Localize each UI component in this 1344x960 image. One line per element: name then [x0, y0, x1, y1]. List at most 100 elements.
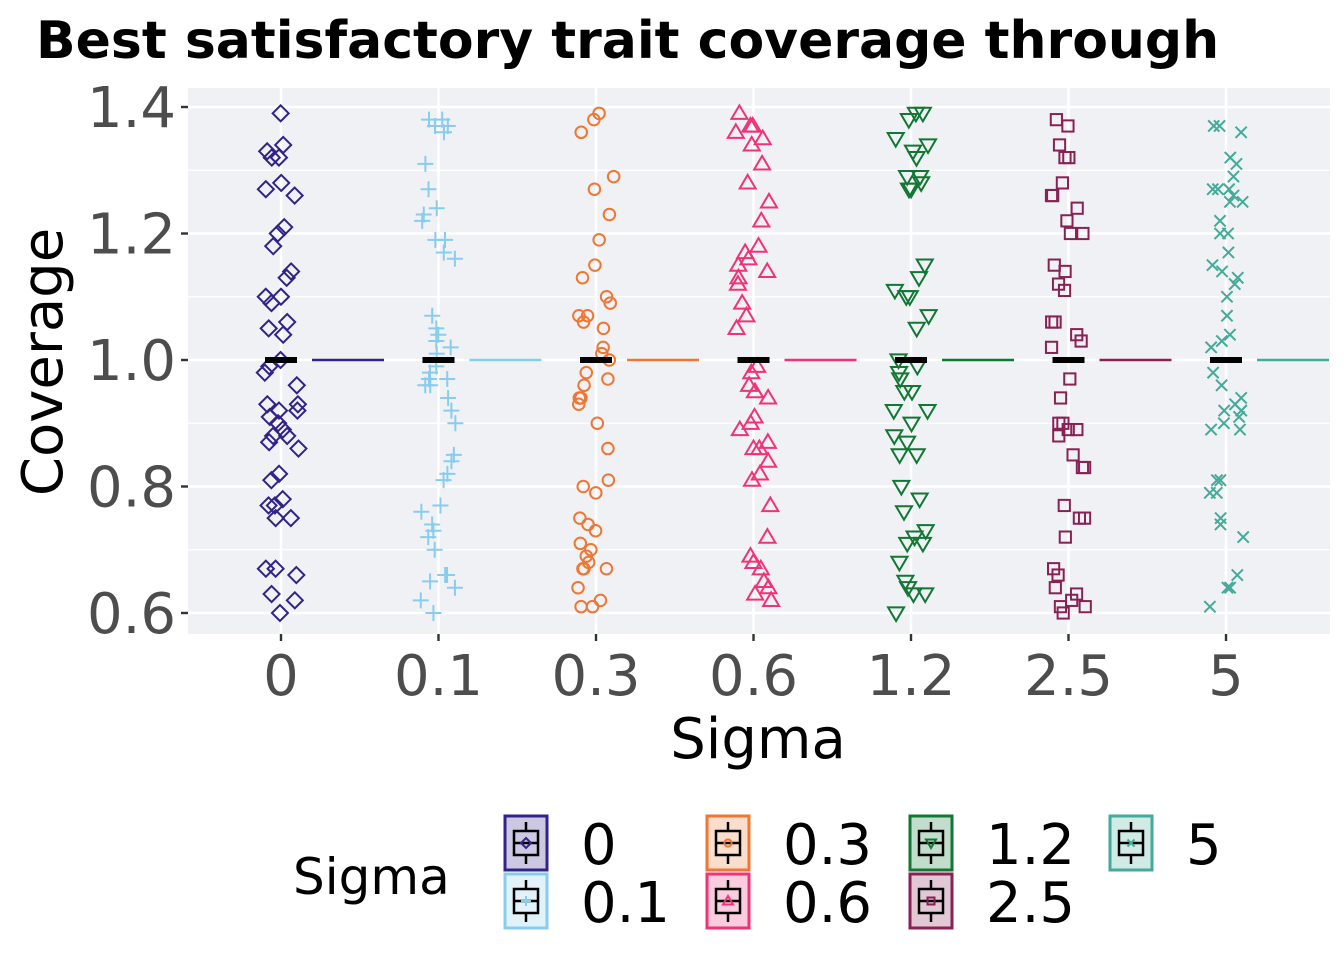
data-point: [1236, 530, 1250, 544]
data-point: [1048, 581, 1062, 595]
x-axis-title: Sigma: [670, 707, 846, 772]
y-axis-title: Coverage: [11, 228, 76, 496]
data-point: [439, 370, 456, 387]
data-point: [601, 473, 616, 487]
data-point: [1056, 606, 1070, 620]
series-0.6: [726, 103, 781, 607]
data-point: [913, 106, 933, 124]
data-point: [573, 536, 588, 551]
data-point: [588, 258, 602, 272]
data-point: [903, 587, 924, 604]
legend-marker-icon: [519, 836, 533, 850]
data-point: [889, 448, 910, 465]
x-tick-label: 5: [1208, 644, 1244, 709]
data-point: [435, 244, 452, 261]
data-point: [751, 210, 772, 228]
data-point: [426, 541, 443, 558]
data-point: [446, 250, 463, 267]
legend-key: [503, 814, 549, 872]
data-point: [758, 432, 778, 449]
data-point: [259, 356, 279, 376]
data-point: [286, 565, 306, 585]
data-point: [606, 169, 621, 184]
data-point: [741, 362, 762, 380]
data-point: [1204, 423, 1218, 436]
data-point: [271, 103, 291, 123]
legend-key: [705, 814, 751, 872]
data-point: [417, 155, 434, 172]
data-point: [736, 305, 757, 323]
data-point: [277, 426, 297, 446]
data-point: [730, 419, 750, 437]
legend-key: [503, 872, 549, 930]
data-point: [437, 231, 454, 248]
data-point: [891, 479, 912, 497]
data-point: [256, 179, 276, 199]
x-tick-label: 1.2: [866, 644, 955, 709]
y-tick-label: 1.2: [87, 203, 176, 268]
x-tick-label: 0.3: [551, 644, 640, 709]
data-point: [287, 375, 307, 395]
data-point: [885, 132, 906, 149]
series-0.3: [571, 106, 621, 614]
data-point: [573, 511, 587, 525]
data-point: [443, 402, 460, 419]
legend-marker-icon: [721, 894, 735, 906]
data-point: [899, 182, 919, 200]
data-point: [1060, 214, 1074, 228]
data-point: [1061, 119, 1075, 133]
data-point: [759, 191, 779, 209]
data-point: [1234, 125, 1248, 139]
data-point: [285, 590, 305, 610]
data-point: [602, 207, 617, 222]
data-point: [577, 378, 591, 393]
data-point: [277, 268, 297, 288]
data-point: [1231, 568, 1244, 582]
data-point: [1066, 448, 1080, 462]
data-point: [262, 293, 281, 313]
data-point: [1222, 246, 1235, 259]
legend-marker-icon: [924, 838, 938, 850]
data-point: [897, 536, 917, 554]
data-point: [726, 318, 747, 335]
data-point: [752, 128, 773, 146]
data-point: [255, 363, 275, 383]
data-point: [913, 536, 933, 554]
legend-item-0.6: 0.6: [705, 871, 872, 936]
data-point: [269, 401, 289, 421]
x-tick-label: 0.1: [394, 644, 483, 709]
data-point: [420, 181, 437, 198]
data-point: [758, 451, 778, 468]
legend-item-5: 5: [1108, 813, 1222, 878]
data-point: [271, 287, 291, 307]
legend-item-0: 0: [503, 813, 617, 878]
data-point: [263, 426, 283, 446]
data-point: [1221, 581, 1234, 595]
data-point: [424, 307, 441, 324]
data-point: [1221, 227, 1235, 240]
legend-key: [1108, 814, 1154, 872]
chart-title: Best satisfactory trait coverage through: [36, 11, 1219, 71]
legend-item-1.2: 1.2: [908, 813, 1075, 878]
series-2.5: [1044, 113, 1092, 620]
y-tick-label: 0.6: [87, 582, 176, 647]
data-point: [289, 439, 308, 458]
data-point: [1220, 309, 1234, 323]
data-point: [575, 271, 590, 285]
series-5: [1203, 119, 1250, 613]
legend-label: 5: [1186, 813, 1222, 878]
data-point: [1203, 600, 1217, 613]
data-point: [1206, 182, 1220, 196]
data-point: [1063, 372, 1077, 386]
data-point: [587, 112, 601, 127]
data-point: [886, 606, 906, 623]
data-point: [571, 580, 585, 595]
data-point: [758, 577, 779, 595]
data-point: [1231, 271, 1245, 285]
data-point: [273, 489, 293, 509]
data-point: [432, 497, 449, 514]
y-tick-label: 1.0: [87, 329, 176, 394]
data-point: [589, 486, 603, 500]
data-point: [1223, 195, 1237, 209]
data-point: [1230, 157, 1243, 171]
